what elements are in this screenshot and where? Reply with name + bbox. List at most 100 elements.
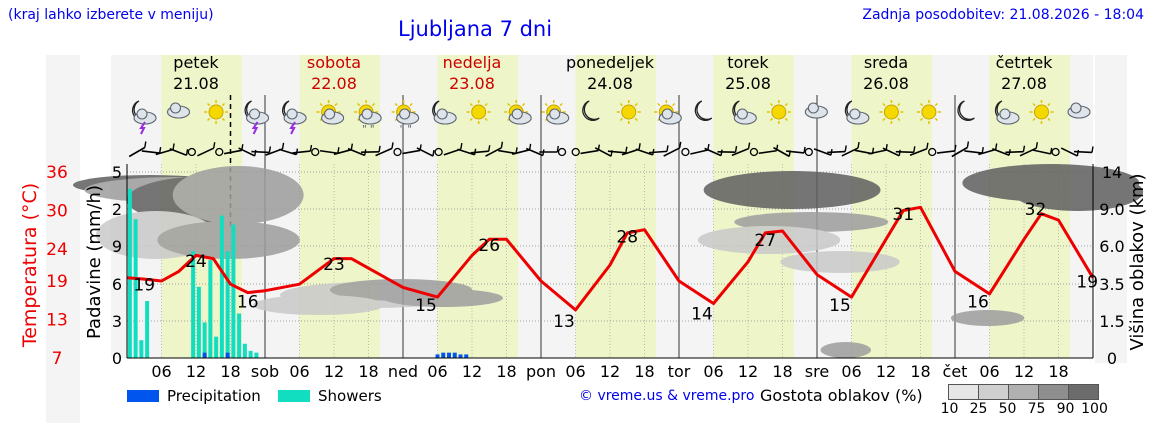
cloud-height-tick-label: 1.5 xyxy=(1099,312,1124,331)
sun-ray xyxy=(1047,102,1051,107)
wind-barb-tick xyxy=(528,143,532,150)
wind-barb-tick xyxy=(144,141,147,148)
sun-icon xyxy=(204,100,229,124)
x-tick-label: 06 xyxy=(427,362,447,381)
temperature-tick-label: 13 xyxy=(46,311,68,331)
wind-barb-icon xyxy=(251,150,270,154)
scale-label: 100 xyxy=(1081,401,1108,417)
sun-disc xyxy=(883,104,899,120)
sun-disc xyxy=(771,104,787,120)
sun-ray xyxy=(919,102,924,107)
day-name: sreda xyxy=(864,53,908,72)
precipitation-bar xyxy=(458,354,463,358)
precipitation-tick-label: 3 xyxy=(112,312,122,331)
sun-icon xyxy=(1029,100,1054,124)
cloud-density-patch xyxy=(703,171,881,209)
sun-icon xyxy=(466,100,491,124)
temperature-data-label: 19 xyxy=(1076,272,1098,292)
legend-showers-label: Showers xyxy=(318,387,382,405)
temperature-data-label: 14 xyxy=(691,305,713,325)
cloud-puff xyxy=(999,108,1011,120)
scale-cell-25 xyxy=(978,384,1008,400)
wind-calm-icon xyxy=(434,147,443,157)
wind-calm-icon xyxy=(187,147,196,157)
wind-calm-icon xyxy=(557,147,567,157)
wind-calm-icon xyxy=(311,147,320,157)
cloud-density-title: Gostota oblakov (%) xyxy=(760,386,923,405)
temperature-tick-label: 19 xyxy=(46,272,68,292)
wind-barb-icon xyxy=(648,150,668,154)
temperature-data-label: 32 xyxy=(1025,200,1047,220)
wind-barb-tick xyxy=(213,142,216,149)
sun-ray xyxy=(221,102,226,107)
wind-calm-icon xyxy=(571,147,580,157)
scale-label: 10 xyxy=(940,401,959,417)
precipitation-bar xyxy=(202,352,207,358)
moon-shape xyxy=(582,100,600,121)
temperature-tick-label: 7 xyxy=(52,349,63,369)
day-name: sobota xyxy=(307,53,361,72)
wind-barb-tick xyxy=(666,145,669,152)
wind-barb-tick xyxy=(966,141,970,148)
precipitation-bar xyxy=(435,354,440,358)
cloud-height-tick-label: 3.5 xyxy=(1099,275,1124,294)
temperature-data-label: 23 xyxy=(323,255,345,275)
moon-cloud-icon xyxy=(432,100,457,125)
credit-link[interactable]: © vreme.us & vreme.pro xyxy=(579,388,755,404)
showers-bar xyxy=(202,322,207,358)
wind-barb-icon xyxy=(141,150,160,154)
clouds-icon xyxy=(166,102,191,119)
cloud-puff xyxy=(324,108,336,120)
wind-barb-icon xyxy=(704,147,722,157)
sun-ray xyxy=(469,117,473,122)
legend-precipitation-label: Precipitation xyxy=(167,387,261,405)
day-name: torek xyxy=(727,53,769,72)
wind-barb-icon xyxy=(690,149,709,155)
wind-calm-icon xyxy=(804,147,813,157)
wind-barb-icon xyxy=(457,148,475,156)
wind-barb-icon xyxy=(511,149,530,155)
showers-bar xyxy=(254,352,259,358)
wind-barb-icon xyxy=(580,149,599,155)
wind-barb-icon xyxy=(635,148,654,156)
sun-cloud-icon xyxy=(504,100,532,125)
sun-ray xyxy=(484,102,488,107)
sun-ray xyxy=(784,117,788,122)
sun-icon xyxy=(879,100,904,124)
wind-calm-icon xyxy=(215,147,224,157)
lightning xyxy=(139,121,146,135)
cloud-density-layer xyxy=(73,164,1144,358)
precipitation-tick-label: 5 xyxy=(112,163,122,182)
sun-ray xyxy=(919,117,924,122)
cloud-puff xyxy=(169,102,182,114)
wind-barb-icon xyxy=(278,148,297,156)
cloud-puff xyxy=(136,108,148,120)
showers-bar xyxy=(133,219,138,358)
temperature-data-label: 15 xyxy=(829,296,851,316)
sun-ray xyxy=(371,102,376,107)
cloud-puff xyxy=(549,108,561,120)
moon-storm-icon xyxy=(131,100,157,135)
sun-ray xyxy=(334,102,338,107)
x-tick-label: 06 xyxy=(151,362,171,381)
wind-barb-tick xyxy=(295,148,299,155)
sun-ray xyxy=(559,102,563,107)
wind-barb-tick xyxy=(898,149,901,156)
cloud-height-tick-label: 9.0 xyxy=(1099,200,1124,219)
wind-calm-icon xyxy=(393,147,402,157)
showers-bar xyxy=(225,251,230,358)
scale-label: 75 xyxy=(1027,401,1046,417)
location-hint[interactable]: (kraj lahko izberete v meniju) xyxy=(8,7,214,23)
sun-disc xyxy=(471,104,487,120)
sun-ray xyxy=(882,102,886,107)
wind-barb-icon xyxy=(882,147,900,157)
moon-storm-icon xyxy=(282,100,307,135)
showers-swatch xyxy=(278,390,310,402)
x-tick-label: 18 xyxy=(220,362,240,381)
showers-bar xyxy=(231,224,236,358)
precipitation-tick-label: 2 xyxy=(112,200,122,219)
scale-cell-75 xyxy=(1038,384,1068,400)
wind-barb-tick xyxy=(734,146,738,153)
temperature-data-label: 27 xyxy=(754,231,776,251)
